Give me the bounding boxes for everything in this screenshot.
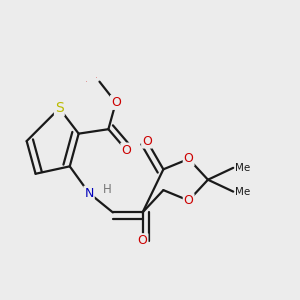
Text: O: O	[142, 135, 152, 148]
Text: Me: Me	[235, 187, 250, 196]
Text: O: O	[138, 234, 148, 247]
Text: O: O	[184, 152, 194, 165]
Text: O: O	[111, 96, 121, 109]
Text: Me: Me	[235, 163, 250, 173]
Text: S: S	[55, 101, 64, 116]
Text: H: H	[103, 183, 112, 196]
Text: O: O	[184, 194, 194, 207]
Text: O: O	[121, 143, 131, 157]
Text: O: O	[96, 77, 97, 78]
Text: N: N	[84, 187, 94, 200]
Text: O: O	[85, 81, 87, 82]
